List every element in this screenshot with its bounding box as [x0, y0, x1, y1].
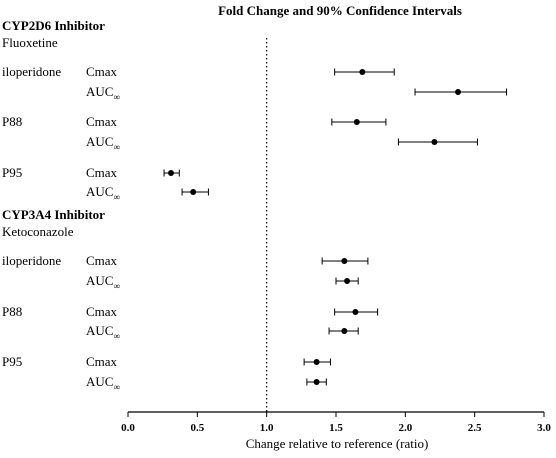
parameter-subscript: ∞: [113, 142, 119, 152]
parameter-subscript: ∞: [113, 192, 119, 202]
parameter-label: Cmax: [86, 165, 118, 180]
parameter-label: AUC∞: [86, 323, 120, 341]
parameter-label: AUC∞: [86, 134, 120, 152]
analyte-label: iloperidone: [2, 253, 61, 268]
parameter-label: AUC∞: [86, 84, 120, 102]
point-estimate: [313, 379, 320, 385]
x-axis-label: Change relative to reference (ratio): [246, 436, 429, 451]
analyte-label: P95: [2, 354, 22, 369]
point-estimate: [341, 328, 348, 334]
x-tick-label: 0.5: [190, 422, 204, 434]
x-tick-label: 2.0: [398, 422, 412, 434]
point-estimate: [167, 170, 174, 176]
analyte-label: P88: [2, 304, 22, 319]
parameter-label: AUC∞: [86, 184, 120, 202]
parameter-label: Cmax: [86, 253, 118, 268]
group-subheader: Ketoconazole: [2, 224, 74, 239]
parameter-label: Cmax: [86, 304, 118, 319]
parameter-subscript: ∞: [113, 331, 119, 341]
x-tick-label: 1.5: [329, 422, 343, 434]
x-tick-label: 2.5: [468, 422, 482, 434]
x-tick-label: 0.0: [121, 422, 135, 434]
chart-title: Fold Change and 90% Confidence Intervals: [218, 3, 462, 18]
parameter-label: AUC∞: [86, 374, 120, 392]
parameter-subscript: ∞: [113, 92, 119, 102]
parameter-label: AUC∞: [86, 273, 120, 291]
group-subheader: Fluoxetine: [2, 35, 58, 50]
group-header: CYP3A4 Inhibitor: [2, 207, 105, 222]
x-axis-ticks: 0.0 0.5 1.0 1.5 2.0 2.5 3.0: [121, 412, 551, 434]
parameter-label: Cmax: [86, 354, 118, 369]
parameter-label: Cmax: [86, 114, 118, 129]
x-tick-label: 1.0: [260, 422, 274, 434]
point-estimate: [359, 69, 366, 75]
point-estimate: [313, 359, 320, 365]
point-estimate: [344, 278, 351, 284]
point-estimate: [353, 119, 360, 125]
analyte-label: P88: [2, 114, 22, 129]
analyte-label: P95: [2, 165, 22, 180]
point-estimate: [352, 309, 359, 315]
point-estimate: [455, 89, 462, 95]
row-labels: CYP2D6 Inhibitor Fluoxetine iloperidone Cma…: [2, 18, 120, 392]
analyte-label: iloperidone: [2, 64, 61, 79]
x-tick-label: 3.0: [537, 422, 551, 434]
point-estimate: [341, 258, 348, 264]
parameter-subscript: ∞: [113, 382, 119, 392]
point-estimate: [431, 139, 438, 145]
parameter-label: Cmax: [86, 64, 118, 79]
point-estimate: [190, 189, 197, 195]
parameter-subscript: ∞: [113, 281, 119, 291]
data-marks: [163, 68, 508, 386]
group-header: CYP2D6 Inhibitor: [2, 18, 105, 33]
